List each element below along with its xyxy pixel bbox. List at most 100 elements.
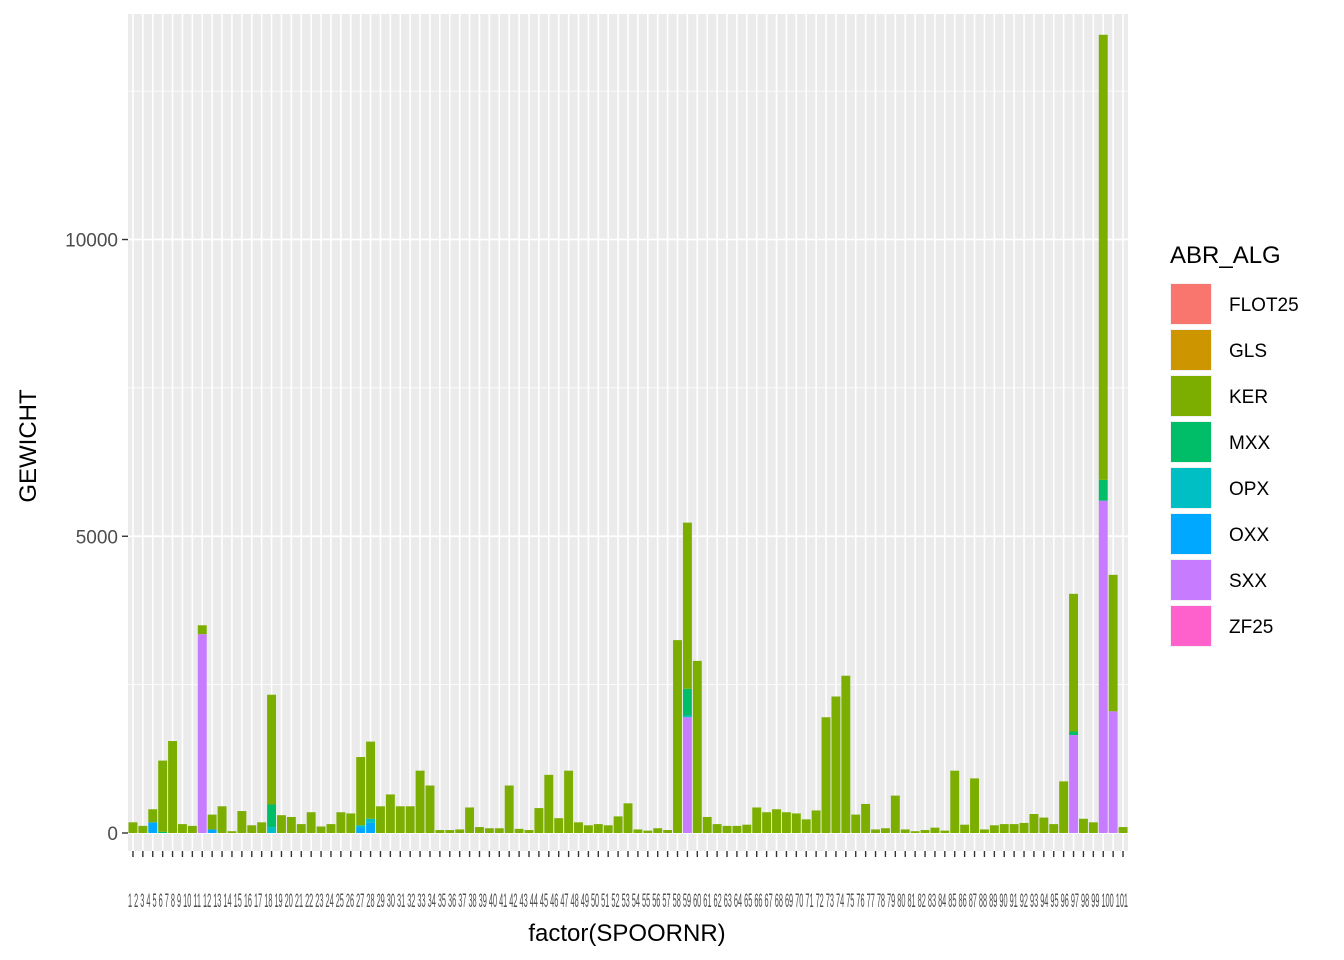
bar-ker-31 [425, 785, 435, 833]
legend-label-ker: KER [1229, 387, 1268, 408]
bar-ker-91 [1019, 822, 1029, 833]
bar-ker-16 [277, 815, 286, 833]
bar-ker-99 [1098, 34, 1108, 480]
y-axis: 0 5000 10000 [65, 231, 128, 845]
bar-ker-15 [267, 694, 277, 805]
bar-ker-81 [920, 830, 930, 833]
bar-ker-57 [682, 522, 692, 689]
legend-label-oxx: OXX [1229, 525, 1269, 546]
bar-ker-27 [385, 794, 395, 833]
bar-ker-47 [583, 825, 593, 833]
bar-ker-62 [732, 825, 742, 833]
y-axis-title: GEWICHT [15, 389, 42, 503]
bar-ker-34 [455, 829, 465, 833]
bar-ker-74 [851, 814, 861, 833]
bar-ker-42 [534, 808, 544, 833]
bar-mxx-4 [158, 831, 168, 833]
bar-ker-76 [871, 829, 880, 833]
bar-ker-53 [643, 830, 653, 833]
y-tick-label: 10000 [65, 231, 118, 252]
bar-ker-21 [326, 824, 336, 833]
bar-ker-30 [415, 770, 425, 833]
legend-swatch-zf25 [1171, 606, 1211, 646]
bar-ker-9 [207, 814, 217, 830]
bar-ker-6 [178, 824, 187, 833]
bar-ker-59 [702, 816, 712, 833]
bar-ker-4 [158, 760, 168, 832]
bar-ker-7 [187, 825, 197, 833]
bar-ker-44 [554, 818, 564, 833]
bar-sxx-100 [1108, 711, 1118, 833]
bar-ker-11 [227, 831, 237, 833]
bar-ker-92 [1029, 814, 1039, 833]
legend-label-zf25: ZF25 [1229, 617, 1273, 638]
legend-label-mxx: MXX [1229, 433, 1271, 454]
bar-ker-22 [336, 812, 346, 833]
y-tick-label: 0 [107, 824, 118, 845]
bar-ker-58 [692, 660, 702, 833]
x-axis: 1 2 3 4 5 6 7 8 9 10 11 12 13 14 15 16 1… [128, 851, 1128, 912]
bar-ker-63 [742, 824, 752, 833]
legend-label-flot25: FLOT25 [1229, 295, 1299, 316]
bar-ker-48 [593, 824, 603, 833]
bar-ker-33 [445, 830, 455, 833]
bar-ker-41 [524, 830, 534, 833]
legend-swatch-flot25 [1171, 284, 1211, 324]
legend-label-gls: GLS [1229, 341, 1267, 362]
bar-ker-67 [781, 812, 791, 833]
bar-ker-28 [395, 806, 405, 833]
bar-ker-101 [1118, 827, 1128, 833]
bar-ker-83 [940, 830, 950, 833]
bar-opx-15 [267, 827, 277, 833]
bar-ker-14 [257, 822, 267, 833]
bar-ker-71 [821, 717, 831, 833]
bar-ker-85 [960, 824, 970, 833]
bar-ker-77 [880, 828, 890, 833]
bar-ker-84 [950, 770, 960, 833]
bar-mxx-99 [1098, 479, 1108, 501]
bar-ker-50 [613, 816, 623, 833]
bar-ker-93 [1039, 817, 1049, 833]
bar-ker-65 [762, 812, 772, 833]
bar-ker-60 [712, 824, 722, 833]
bar-ker-56 [673, 640, 682, 833]
bar-ker-37 [484, 828, 494, 833]
bar-ker-35 [465, 807, 475, 833]
bar-oxx-3 [148, 822, 158, 833]
bar-ker-68 [791, 813, 801, 833]
legend: ABR_ALG FLOT25 GLS KER MXX OPX OXX SXX ZF25 [1170, 242, 1299, 647]
legend-swatch-oxx [1171, 514, 1211, 554]
bar-ker-3 [148, 809, 158, 823]
bar-ker-96 [1069, 593, 1078, 732]
bar-ker-95 [1059, 781, 1069, 833]
bar-ker-13 [247, 825, 257, 833]
bar-ker-25 [366, 741, 376, 819]
bar-mxx-15 [267, 804, 277, 828]
bar-ker-43 [544, 774, 554, 833]
x-axis-title: factor(SPOORNR) [528, 920, 725, 947]
bar-ker-100 [1108, 574, 1118, 712]
bar-ker-8 [197, 625, 207, 635]
bar-ker-24 [356, 757, 366, 826]
legend-swatch-opx [1171, 468, 1211, 508]
bar-ker-36 [475, 827, 484, 833]
bar-mxx-57 [682, 688, 692, 716]
bar-ker-64 [752, 807, 762, 833]
bar-ker-26 [376, 806, 385, 833]
bar-ker-89 [999, 824, 1009, 833]
bar-ker-20 [316, 826, 326, 833]
bar-oxx-9 [207, 829, 217, 833]
bar-ker-12 [237, 811, 247, 833]
bar-sxx-99 [1098, 500, 1108, 833]
bar-ker-19 [306, 812, 316, 833]
bar-ker-88 [989, 825, 999, 833]
bar-ker-23 [346, 813, 356, 833]
bar-ker-55 [663, 830, 673, 833]
grid [128, 14, 1128, 851]
bar-ker-51 [623, 803, 633, 833]
bar-ker-87 [979, 829, 989, 833]
x-tick-labels: 1 2 3 4 5 6 7 8 9 10 11 12 13 14 15 16 1… [128, 891, 1128, 912]
legend-label-opx: OPX [1229, 479, 1269, 500]
bar-ker-80 [910, 831, 920, 833]
y-tick-label: 5000 [76, 527, 118, 548]
